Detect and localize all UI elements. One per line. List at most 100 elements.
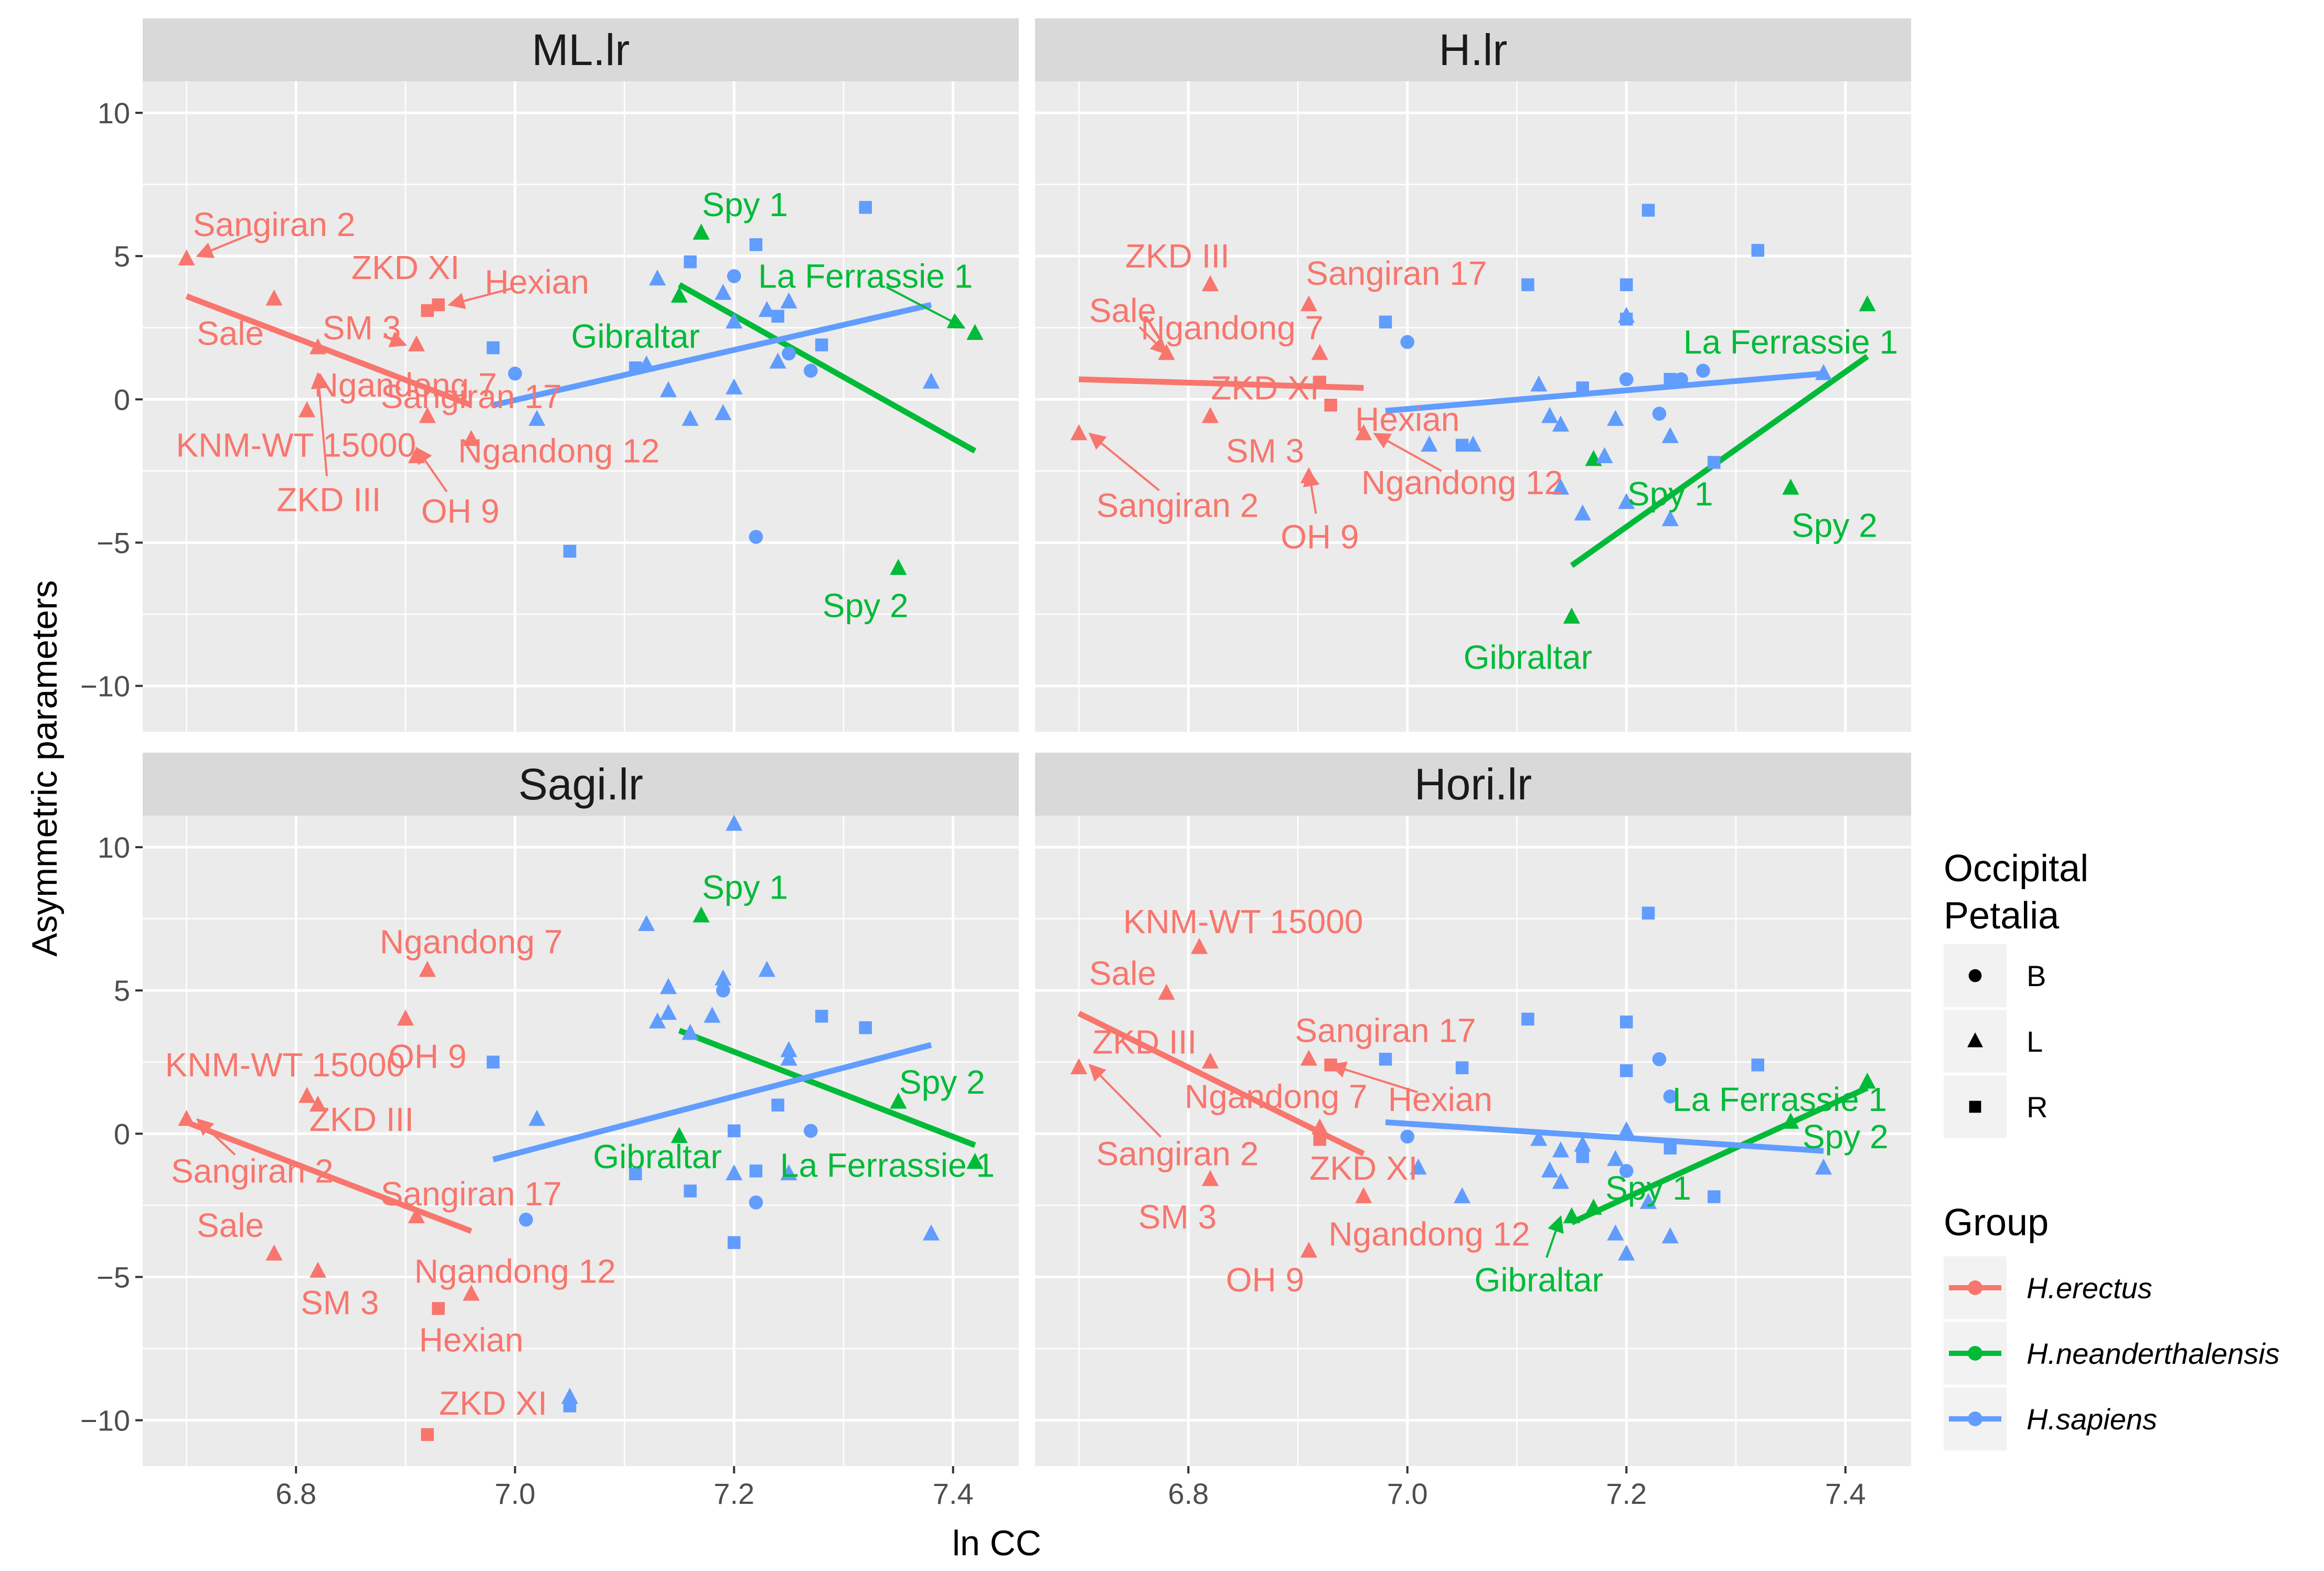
data-point-sapiens xyxy=(638,355,655,372)
data-point-sapiens xyxy=(659,381,677,398)
specimen-label: Ngandong 7 xyxy=(380,923,563,960)
data-point-erectus xyxy=(1070,424,1088,441)
data-point-sapiens xyxy=(1751,1058,1764,1072)
specimen-label: Gibraltar xyxy=(593,1138,721,1175)
data-point-erectus xyxy=(463,430,480,446)
data-point-sapiens xyxy=(1541,1161,1559,1178)
specimen-label: Spy 1 xyxy=(1627,475,1713,513)
data-point-sapiens xyxy=(1607,1150,1624,1166)
data-point-sapiens xyxy=(1464,435,1482,452)
data-point-sapiens xyxy=(1815,1158,1832,1175)
legend-dot-erectus xyxy=(1968,1280,1982,1295)
data-point-sapiens xyxy=(629,1167,642,1181)
legend-label: H.erectus xyxy=(2027,1271,2152,1305)
data-point-sapiens xyxy=(1696,364,1710,378)
data-point-sapiens xyxy=(1552,1172,1570,1189)
specimen-label: Hexian xyxy=(1355,401,1459,439)
x-tick-label: 7.2 xyxy=(1606,1477,1647,1510)
label-arrow xyxy=(196,1118,236,1156)
specimen-label: SM 3 xyxy=(301,1284,379,1322)
panel-ml-lr: ML.lr Sangiran 2 ZKD XI Hexian SM 3 Sale Ngand… xyxy=(143,18,1019,732)
specimen-label: Gibraltar xyxy=(571,317,700,355)
data-point-sapiens xyxy=(771,1098,784,1112)
facet-title: Sagi.lr xyxy=(518,760,643,809)
panel-background xyxy=(143,816,1019,1466)
data-point-sapiens xyxy=(1619,372,1634,387)
data-point-sapiens xyxy=(1421,435,1438,452)
data-point-sapiens xyxy=(859,1021,872,1034)
specimen-label: ZKD III xyxy=(1092,1023,1197,1061)
data-point-sapiens xyxy=(508,366,523,381)
panel-hori-lr: Hori.lr KNM-WT 15000 Sale Sangiran 17 ZKD II… xyxy=(1035,753,1911,1466)
facet-strip xyxy=(143,18,1019,81)
data-point-erectus xyxy=(1070,1058,1088,1075)
data-point-neander xyxy=(1585,1199,1602,1215)
data-point-sapiens xyxy=(716,983,730,998)
legend-dot-sapiens xyxy=(1968,1412,1982,1426)
data-point-erectus xyxy=(432,298,445,312)
specimen-label: Ngandong 7 xyxy=(1140,309,1324,347)
trend-line-neander xyxy=(678,1028,976,1148)
label-arrow xyxy=(1373,433,1442,472)
specimen-label: Hexian xyxy=(1388,1081,1493,1118)
specimen-label: La Ferrassie 1 xyxy=(1683,323,1898,361)
data-point-sapiens xyxy=(780,1164,797,1181)
data-point-sapiens xyxy=(922,1224,940,1241)
data-point-sapiens xyxy=(561,1387,579,1404)
specimen-label: Spy 1 xyxy=(702,869,788,906)
facet-strip xyxy=(1035,753,1911,816)
data-point-sapiens xyxy=(1661,510,1679,527)
data-point-erectus xyxy=(178,1109,195,1126)
legend-label: H.sapiens xyxy=(2027,1403,2157,1436)
data-point-sapiens xyxy=(1521,1012,1534,1026)
y-tick-label: −10 xyxy=(80,1404,130,1437)
data-point-sapiens xyxy=(486,1055,500,1069)
data-point-sapiens xyxy=(1815,364,1832,380)
data-point-sapiens xyxy=(1379,315,1392,329)
data-point-sapiens xyxy=(1641,204,1655,217)
specimen-label: SM 3 xyxy=(1226,432,1304,470)
legend-label: B xyxy=(2027,959,2046,992)
y-tick-label: 5 xyxy=(114,974,130,1007)
data-point-sapiens xyxy=(649,1012,666,1029)
data-point-sapiens xyxy=(659,978,677,995)
data-point-neander xyxy=(890,1093,907,1109)
data-point-sapiens xyxy=(780,1041,797,1057)
legend-dot-neander xyxy=(1968,1346,1982,1361)
trend-line-sapiens xyxy=(1385,370,1824,414)
data-point-erectus xyxy=(1201,1052,1219,1069)
data-point-sapiens xyxy=(1652,1052,1667,1066)
data-point-sapiens xyxy=(1607,1224,1624,1241)
data-point-sapiens xyxy=(715,284,732,300)
legend-label: R xyxy=(2027,1091,2048,1124)
data-point-sapiens xyxy=(804,1124,818,1138)
data-point-sapiens xyxy=(1618,306,1635,323)
specimen-label: Sangiran 17 xyxy=(381,1175,562,1213)
data-point-sapiens xyxy=(486,341,500,355)
data-point-sapiens xyxy=(782,346,796,361)
specimen-label: La Ferrassie 1 xyxy=(1672,1081,1887,1118)
specimen-label: Sangiran 17 xyxy=(1306,254,1487,292)
data-point-sapiens xyxy=(727,269,741,283)
data-point-neander xyxy=(1563,607,1580,624)
data-point-erectus xyxy=(1300,295,1317,312)
data-point-sapiens xyxy=(681,1023,699,1040)
specimen-label: ZKD XI xyxy=(1309,1149,1417,1187)
y-tick-label: 10 xyxy=(98,831,130,864)
data-point-erectus xyxy=(265,1244,283,1261)
specimen-label: Gibraltar xyxy=(1464,638,1592,676)
y-tick-label: 10 xyxy=(98,97,130,130)
data-point-neander xyxy=(670,286,688,303)
data-point-sapiens xyxy=(1521,278,1534,292)
specimen-label: Sangiran 17 xyxy=(381,378,562,415)
data-point-sapiens xyxy=(1619,1164,1634,1178)
legend-title: Group xyxy=(1944,1202,2049,1244)
data-point-sapiens xyxy=(1674,372,1688,387)
data-point-sapiens xyxy=(815,1010,828,1023)
x-tick-label: 7.2 xyxy=(713,1477,754,1510)
data-point-neander xyxy=(966,1152,984,1169)
data-point-erectus xyxy=(1201,407,1219,423)
specimen-label: Ngandong 12 xyxy=(1361,464,1563,501)
